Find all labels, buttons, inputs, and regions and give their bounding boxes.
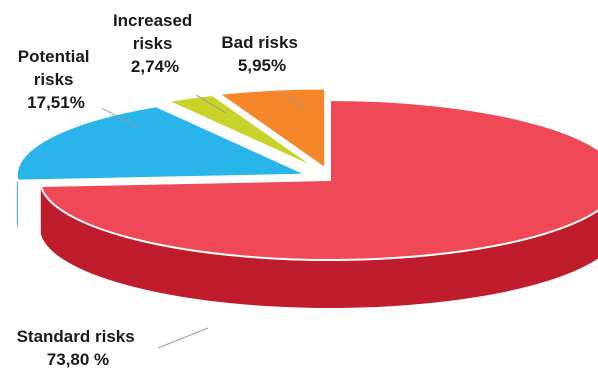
slice-side-potential-risks bbox=[16, 174, 18, 229]
label-bad-risks: Bad risks 5,95% bbox=[221, 33, 302, 75]
label-increased-risks: Increased risks 2,74% bbox=[113, 11, 197, 76]
pie-sides bbox=[16, 174, 598, 308]
slice-bad-risks bbox=[218, 87, 327, 170]
label-increased-risks-line2: risks bbox=[133, 34, 173, 53]
label-potential-risks: Potential risks 17,51% bbox=[18, 47, 95, 112]
leader-line-standard-risks bbox=[157, 327, 209, 349]
leader-line-potential-risks bbox=[101, 107, 139, 129]
slice-increased-risks bbox=[166, 94, 320, 171]
slice-standard-risks bbox=[39, 99, 598, 261]
label-standard-risks-name: Standard risks bbox=[17, 327, 135, 346]
label-increased-risks-value: 2,74% bbox=[131, 57, 179, 76]
label-standard-risks-value: 73,80 % bbox=[47, 350, 109, 369]
leader-line-increased-risks bbox=[195, 94, 227, 114]
pie-tops bbox=[15, 87, 598, 261]
label-standard-risks: Standard risks 73,80 % bbox=[17, 327, 140, 369]
leader-line-bad-risks bbox=[281, 92, 307, 111]
leader-lines bbox=[101, 92, 307, 349]
label-potential-risks-line1: Potential bbox=[18, 47, 90, 66]
slice-side-standard-risks bbox=[40, 186, 598, 308]
label-potential-risks-value: 17,51% bbox=[27, 93, 85, 112]
label-bad-risks-name: Bad risks bbox=[221, 33, 298, 52]
slice-potential-risks bbox=[15, 105, 308, 182]
label-bad-risks-value: 5,95% bbox=[238, 56, 286, 75]
label-increased-risks-line1: Increased bbox=[113, 11, 192, 30]
label-potential-risks-line2: risks bbox=[34, 70, 74, 89]
